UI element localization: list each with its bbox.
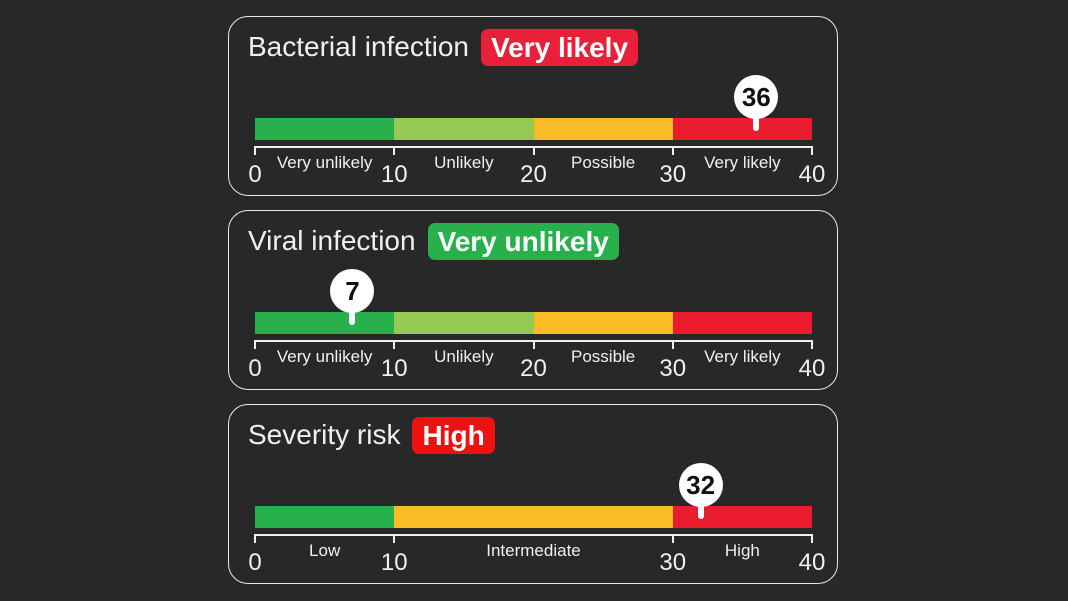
tick-label: 40 xyxy=(798,549,826,576)
gauge-bar xyxy=(255,118,812,140)
card-title: Bacterial infection xyxy=(248,31,470,62)
axis-tick xyxy=(393,534,396,543)
status-badge: Very unlikely xyxy=(427,222,619,260)
segment-label: Low xyxy=(309,541,341,560)
tick-label: 0 xyxy=(248,161,262,188)
tick-label: 30 xyxy=(659,161,687,188)
gauge-segment xyxy=(672,312,812,334)
axis-tick xyxy=(254,340,256,349)
segment-label: Very likely xyxy=(704,153,781,172)
gauge-segment xyxy=(255,312,395,334)
axis-tick xyxy=(811,534,813,543)
segment-label: Possible xyxy=(570,347,636,366)
gauge-segment xyxy=(394,312,534,334)
tick-label: 0 xyxy=(248,549,262,576)
card-header: Severity risk High xyxy=(248,416,495,454)
axis-tick xyxy=(671,340,674,349)
segment-label: Intermediate xyxy=(486,541,581,560)
tick-label: 30 xyxy=(659,549,687,576)
segment-label: Possible xyxy=(570,153,636,172)
segment-label: Very likely xyxy=(704,347,781,366)
gauge-segment xyxy=(533,312,673,334)
value-label: 32 xyxy=(678,463,723,507)
gauge-bar xyxy=(255,312,812,334)
gauge-segment xyxy=(672,506,812,528)
segment-label: Very unlikely xyxy=(276,347,373,366)
gauge-segment xyxy=(533,118,673,140)
marker-pin-icon xyxy=(697,505,704,519)
card-header: Bacterial infection Very likely xyxy=(248,28,639,66)
gauge-segment xyxy=(255,506,395,528)
value-marker: 36 xyxy=(734,75,779,131)
status-badge: Very likely xyxy=(481,28,639,66)
axis-tick xyxy=(811,146,813,155)
risk-card: Viral infection Very unlikely Very unlikel… xyxy=(228,210,838,390)
axis-tick xyxy=(393,146,396,155)
tick-label: 30 xyxy=(659,355,687,382)
card-title: Viral infection xyxy=(248,225,416,256)
tick-label: 0 xyxy=(248,355,262,382)
tick-label: 20 xyxy=(520,355,547,382)
tick-label: 10 xyxy=(380,161,408,188)
axis-tick xyxy=(393,340,396,349)
gauge-segment xyxy=(394,118,534,140)
axis-tick xyxy=(254,146,256,155)
status-badge: High xyxy=(412,416,495,454)
risk-card: Bacterial infection Very likely Very unlik… xyxy=(228,16,838,196)
segment-label: Unlikely xyxy=(434,153,494,172)
tick-label: 20 xyxy=(520,161,547,188)
value-label: 36 xyxy=(734,75,779,119)
segment-label: Very unlikely xyxy=(276,153,373,172)
tick-label: 40 xyxy=(798,161,826,188)
marker-pin-icon xyxy=(753,117,760,131)
axis-tick xyxy=(671,534,674,543)
card-header: Viral infection Very unlikely xyxy=(248,222,619,260)
tick-label: 10 xyxy=(380,549,408,576)
value-marker: 7 xyxy=(330,269,375,325)
marker-pin-icon xyxy=(349,311,356,325)
axis-tick xyxy=(532,146,535,155)
segment-label: High xyxy=(724,541,760,560)
segment-label: Unlikely xyxy=(434,347,494,366)
gauge-bar xyxy=(255,506,812,528)
axis-tick xyxy=(811,340,813,349)
gauge-segment xyxy=(394,506,673,528)
card-title: Severity risk xyxy=(248,419,401,450)
gauge-segment xyxy=(672,118,812,140)
axis-tick xyxy=(254,534,256,543)
axis-tick xyxy=(532,340,535,349)
tick-label: 10 xyxy=(380,355,408,382)
value-label: 7 xyxy=(330,269,375,313)
gauge-segment xyxy=(255,118,395,140)
value-marker: 32 xyxy=(678,463,723,519)
gauge-axis xyxy=(255,534,812,536)
risk-card: Severity risk High Low Intermediate High 0 10 3… xyxy=(228,404,838,584)
tick-label: 40 xyxy=(798,355,826,382)
axis-tick xyxy=(671,146,674,155)
